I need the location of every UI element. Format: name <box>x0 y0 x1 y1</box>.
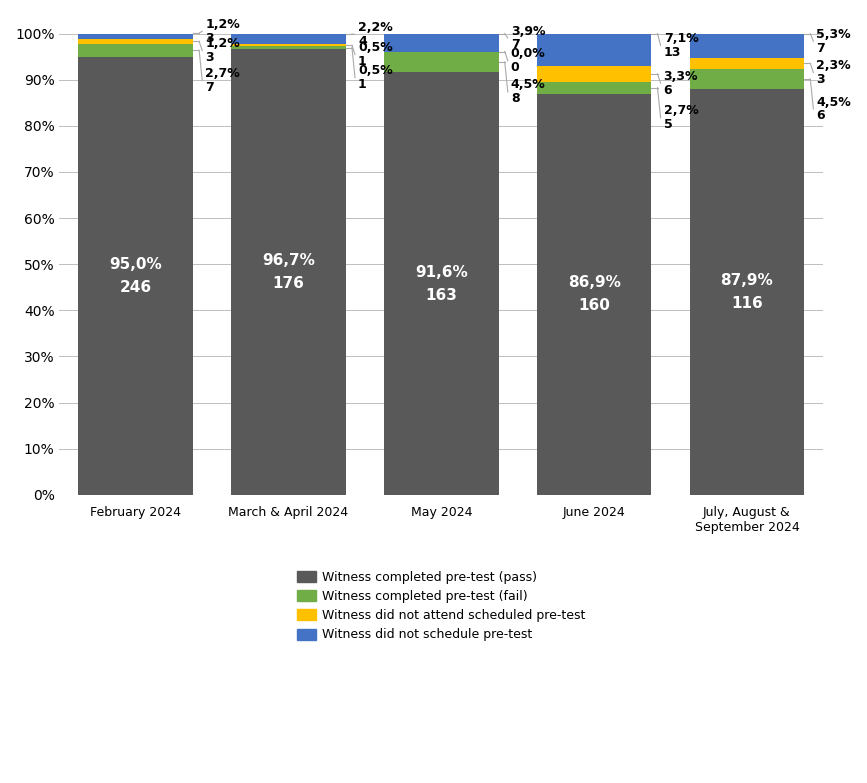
Bar <box>78 33 193 38</box>
Text: 2,2%: 2,2% <box>358 21 393 34</box>
Bar <box>537 67 651 81</box>
Text: 2,7%: 2,7% <box>663 104 699 117</box>
Text: 8: 8 <box>511 92 519 106</box>
Bar <box>384 52 499 72</box>
Text: 4: 4 <box>358 35 367 48</box>
Bar <box>537 34 651 67</box>
Text: 0,5%: 0,5% <box>358 41 393 54</box>
Legend: Witness completed pre-test (pass), Witness completed pre-test (fail), Witness di: Witness completed pre-test (pass), Witne… <box>292 565 590 647</box>
Bar <box>231 44 346 46</box>
Text: 6: 6 <box>663 84 672 96</box>
Text: 7: 7 <box>205 81 214 94</box>
Bar <box>384 72 499 495</box>
Text: 1: 1 <box>358 55 367 68</box>
Text: 4,5%: 4,5% <box>511 78 545 92</box>
Bar <box>78 38 193 44</box>
Text: 3,3%: 3,3% <box>663 70 698 83</box>
Text: 1: 1 <box>358 78 367 91</box>
Bar <box>689 58 805 69</box>
Bar <box>537 94 651 495</box>
Text: 246: 246 <box>120 280 152 294</box>
Text: 3,9%: 3,9% <box>511 24 545 38</box>
Text: 5: 5 <box>663 118 673 132</box>
Bar <box>537 81 651 94</box>
Bar <box>689 34 805 58</box>
Bar <box>78 56 193 495</box>
Text: 116: 116 <box>731 296 763 311</box>
Text: 1,2%: 1,2% <box>205 38 240 50</box>
Text: 7: 7 <box>817 41 825 55</box>
Text: 95,0%: 95,0% <box>109 257 162 272</box>
Bar <box>78 44 193 56</box>
Text: 7: 7 <box>511 38 519 52</box>
Text: 87,9%: 87,9% <box>720 273 773 288</box>
Bar <box>231 46 346 49</box>
Text: 4,5%: 4,5% <box>817 96 851 109</box>
Text: 0,5%: 0,5% <box>358 64 393 78</box>
Text: 7,1%: 7,1% <box>663 32 699 45</box>
Text: 160: 160 <box>578 298 610 313</box>
Text: 3: 3 <box>817 73 825 86</box>
Text: 91,6%: 91,6% <box>415 265 467 280</box>
Text: 2,7%: 2,7% <box>205 67 240 80</box>
Text: 0,0%: 0,0% <box>511 47 545 60</box>
Text: 2,3%: 2,3% <box>817 59 851 72</box>
Text: 1,2%: 1,2% <box>205 18 240 31</box>
Text: 13: 13 <box>663 45 681 59</box>
Text: 5,3%: 5,3% <box>817 27 851 41</box>
Text: 6: 6 <box>817 110 825 122</box>
Bar <box>231 49 346 495</box>
Bar <box>384 34 499 52</box>
Text: 0: 0 <box>511 61 519 74</box>
Bar <box>231 34 346 44</box>
Text: 163: 163 <box>426 287 457 302</box>
Text: 3: 3 <box>205 51 214 64</box>
Text: 176: 176 <box>272 276 304 290</box>
Text: 3: 3 <box>205 31 214 45</box>
Text: 96,7%: 96,7% <box>262 253 315 268</box>
Bar <box>689 89 805 495</box>
Text: 86,9%: 86,9% <box>568 276 621 290</box>
Bar <box>689 69 805 89</box>
